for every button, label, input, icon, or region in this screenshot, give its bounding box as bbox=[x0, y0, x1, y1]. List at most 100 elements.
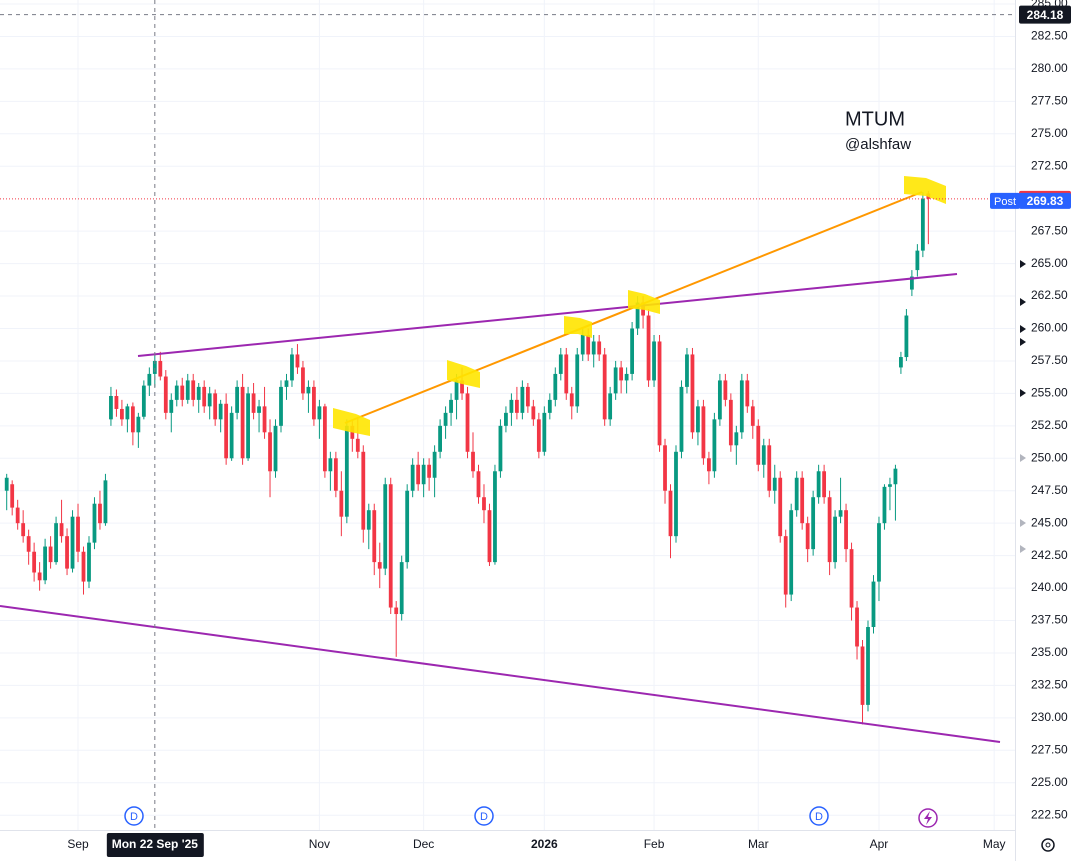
candle-body bbox=[54, 523, 58, 563]
candle-body bbox=[158, 360, 163, 377]
marker bbox=[1020, 454, 1026, 462]
candle-body bbox=[624, 373, 629, 381]
settings-icon[interactable] bbox=[1041, 838, 1055, 852]
candle-body bbox=[262, 406, 267, 433]
candle-body bbox=[377, 562, 382, 569]
y-tick-label: 240.00 bbox=[1031, 580, 1068, 594]
candle-body bbox=[279, 386, 283, 426]
candle-body bbox=[674, 451, 678, 537]
candle-body bbox=[904, 315, 909, 358]
candle-body bbox=[328, 458, 333, 472]
candle-body bbox=[196, 386, 201, 400]
candle-body bbox=[268, 432, 272, 472]
candle-body bbox=[81, 551, 86, 582]
candle-body bbox=[685, 354, 689, 387]
candle-body bbox=[284, 380, 289, 387]
event-icon[interactable] bbox=[809, 806, 829, 826]
highlight bbox=[628, 290, 660, 314]
candle-body bbox=[141, 385, 146, 417]
y-tick-label: 247.50 bbox=[1031, 483, 1068, 497]
candle-body bbox=[899, 357, 903, 368]
candle-body bbox=[76, 516, 80, 552]
y-tick-label: 265.00 bbox=[1031, 256, 1068, 270]
event-label: D bbox=[480, 811, 488, 823]
candle-body bbox=[109, 395, 113, 420]
candle-body bbox=[712, 419, 717, 472]
marker bbox=[1020, 545, 1026, 553]
candle-body bbox=[383, 484, 388, 569]
candle-body bbox=[789, 510, 794, 595]
candle-body bbox=[43, 546, 48, 581]
candle-body bbox=[564, 354, 569, 394]
x-tick-label: May bbox=[983, 837, 1006, 851]
event-icon[interactable] bbox=[474, 806, 494, 826]
candle-body bbox=[48, 546, 53, 563]
candle-body bbox=[591, 341, 596, 355]
candle-body bbox=[295, 354, 300, 368]
candle-body bbox=[652, 341, 656, 381]
candle-body bbox=[756, 425, 761, 465]
candle-body bbox=[443, 412, 448, 426]
candle-body bbox=[70, 516, 75, 569]
candle-body bbox=[257, 406, 261, 413]
y-tick-label: 250.00 bbox=[1031, 450, 1068, 464]
candle-body bbox=[317, 406, 322, 420]
crosshair-y-box bbox=[1019, 5, 1071, 24]
candles bbox=[4, 190, 931, 725]
gear[interactable] bbox=[1041, 838, 1055, 852]
y-tick-label: 242.50 bbox=[1031, 548, 1068, 562]
candle-body bbox=[59, 523, 64, 537]
candle-body bbox=[449, 399, 453, 413]
event-label: D bbox=[815, 811, 823, 823]
gear-hub bbox=[1045, 842, 1051, 848]
candle-body bbox=[608, 393, 613, 420]
candle-body bbox=[575, 354, 580, 407]
candle-body bbox=[696, 406, 700, 433]
candle-body bbox=[399, 562, 404, 615]
candle-body bbox=[717, 380, 722, 420]
candle-body bbox=[547, 399, 552, 413]
candle-body bbox=[630, 328, 635, 374]
trend-line bbox=[137, 273, 958, 357]
candle-body bbox=[174, 385, 179, 400]
candle-body bbox=[707, 458, 711, 472]
chart-title: MTUM bbox=[845, 108, 905, 130]
candle-body bbox=[487, 510, 492, 563]
candle-body bbox=[849, 549, 854, 608]
candle-body bbox=[597, 341, 602, 355]
candle-body bbox=[602, 354, 607, 420]
candle-body bbox=[827, 497, 832, 563]
candle-body bbox=[509, 399, 514, 413]
candle-body bbox=[152, 360, 157, 374]
axis-markers bbox=[1020, 260, 1026, 553]
candle-body bbox=[877, 523, 881, 582]
candle-body bbox=[344, 425, 349, 517]
candle-body bbox=[339, 490, 344, 517]
y-tick-label: 252.50 bbox=[1031, 418, 1068, 432]
candle-body bbox=[207, 393, 212, 407]
candle-body bbox=[114, 395, 119, 409]
highlights bbox=[333, 176, 946, 436]
y-tick-label: 267.50 bbox=[1031, 223, 1068, 237]
candle-body bbox=[92, 503, 97, 543]
candle-body bbox=[772, 477, 777, 491]
y-tick-label: 225.00 bbox=[1031, 775, 1068, 789]
candle-body bbox=[805, 523, 810, 550]
candle-body bbox=[542, 412, 547, 452]
candle-body bbox=[536, 419, 541, 452]
marker bbox=[1020, 519, 1026, 527]
candle-body bbox=[465, 393, 470, 452]
event-icon[interactable] bbox=[124, 806, 144, 826]
candle-body bbox=[405, 490, 410, 563]
event-label: D bbox=[130, 811, 138, 823]
candle-body bbox=[322, 406, 327, 472]
candle-body bbox=[882, 486, 887, 524]
candle-body bbox=[169, 399, 174, 413]
y-tick-label: 245.00 bbox=[1031, 515, 1068, 529]
candle-body bbox=[778, 477, 783, 537]
candle-body bbox=[586, 334, 591, 355]
y-tick-label: 255.00 bbox=[1031, 386, 1068, 400]
x-tick-label: Nov bbox=[309, 837, 330, 851]
candle-body bbox=[531, 406, 536, 420]
candle-body bbox=[180, 385, 185, 400]
